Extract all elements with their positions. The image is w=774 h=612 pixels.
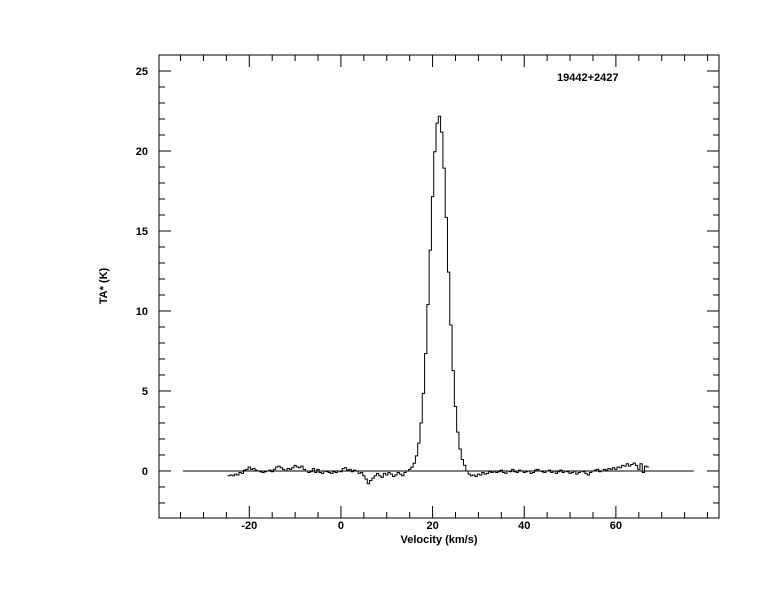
y-tick-label: 0 bbox=[142, 466, 148, 478]
x-axis-label: Velocity (km/s) bbox=[400, 534, 477, 546]
y-tick-labels: 0 5 10 15 20 25 bbox=[136, 66, 148, 478]
plot-frame bbox=[158, 54, 720, 519]
y-tick-label: 5 bbox=[142, 386, 148, 398]
y-tick-label: 25 bbox=[136, 66, 148, 78]
y-axis-label: TA* (K) bbox=[98, 267, 110, 304]
x-tick-labels: -20 0 20 40 60 bbox=[241, 520, 622, 532]
x-tick-label: -20 bbox=[241, 520, 257, 532]
y-tick-label: 15 bbox=[136, 226, 148, 238]
axis-ticks bbox=[159, 54, 719, 518]
spectrum-line bbox=[227, 115, 650, 485]
x-tick-label: 40 bbox=[518, 520, 530, 532]
y-tick-label: 10 bbox=[136, 306, 148, 318]
source-annotation: 19442+2427 bbox=[557, 72, 618, 84]
x-tick-label: 0 bbox=[338, 520, 344, 532]
x-tick-label: 60 bbox=[610, 520, 622, 532]
x-tick-label: 20 bbox=[426, 520, 438, 532]
y-tick-label: 20 bbox=[136, 146, 148, 158]
